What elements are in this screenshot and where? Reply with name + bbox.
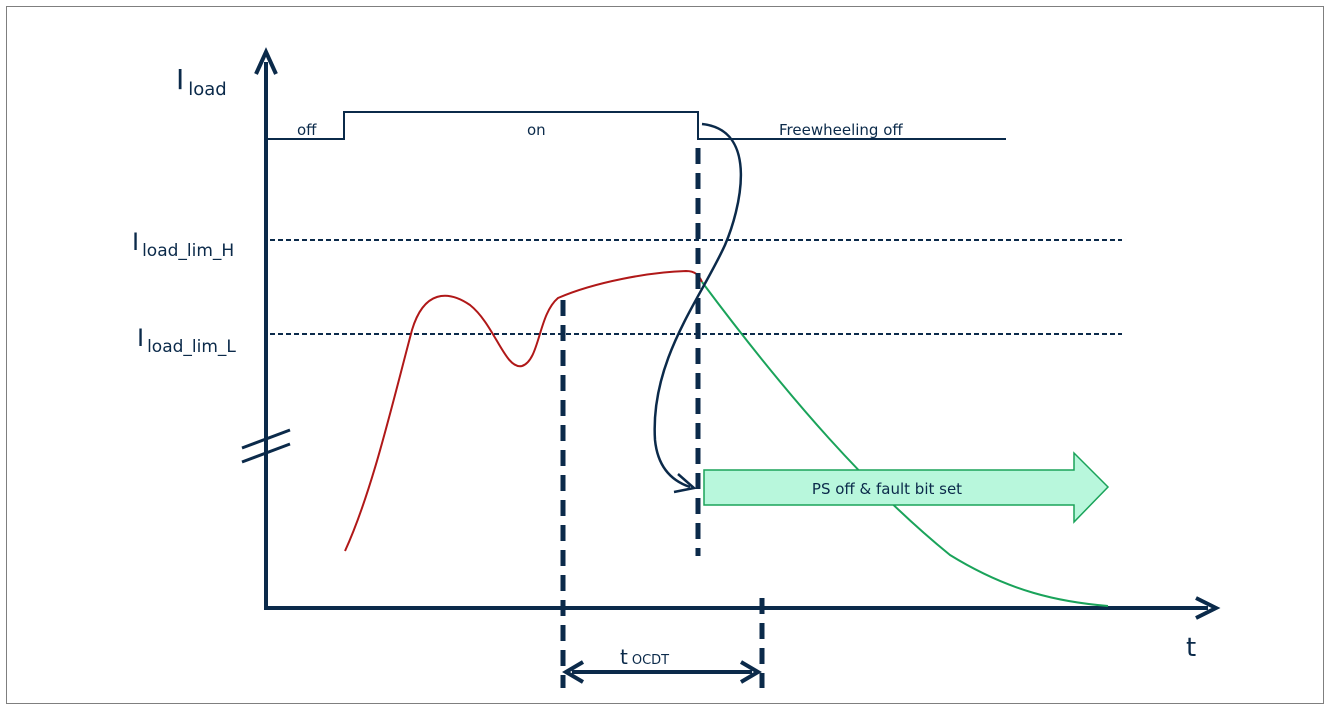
transition-curved-arrow <box>653 122 743 489</box>
x-axis-arrowhead <box>1195 596 1221 620</box>
ocdt-right-arrowhead <box>739 660 762 684</box>
load-current-curve <box>344 269 703 552</box>
axis-break-mark-2 <box>241 442 291 464</box>
ps-off-block-arrow <box>703 451 1110 524</box>
decay-current-curve <box>701 281 1109 607</box>
ps-off-label: PS off & fault bit set <box>812 480 962 498</box>
state-freewheeling-label: Freewheeling off <box>779 121 903 139</box>
ocdt-left-arrowhead <box>562 660 585 684</box>
y-axis-arrowhead <box>254 47 278 75</box>
ocdt-label: t OCDT <box>620 645 669 669</box>
transition-arrowhead <box>673 473 697 494</box>
state-on-label: on <box>527 121 546 139</box>
diagram-frame <box>6 6 1324 704</box>
axis-break-mark-1 <box>241 428 291 450</box>
x-axis-label: t <box>1186 633 1196 663</box>
state-signal-line <box>266 111 1006 140</box>
state-off-label: off <box>297 121 317 139</box>
